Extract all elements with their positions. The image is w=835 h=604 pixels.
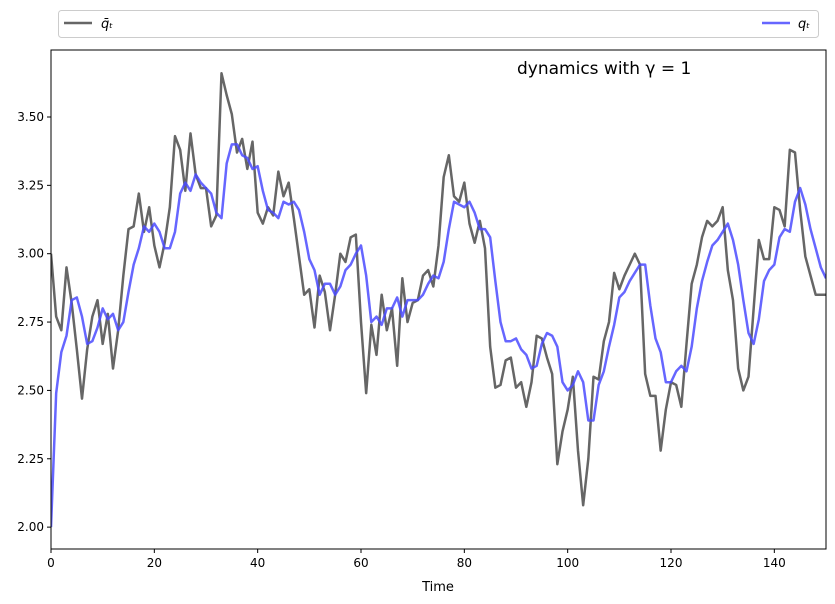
legend-frame	[58, 10, 819, 38]
y-axis-ticks: 2.00 2.25 2.50 2.75 3.00 3.25 3.50	[17, 110, 51, 534]
x-tick-label: 100	[556, 556, 579, 570]
series-line-qbar	[51, 71, 826, 507]
y-tick-label: 2.00	[17, 520, 44, 534]
y-tick-label: 3.00	[17, 247, 44, 261]
legend-label-qbar: q̄ₜ	[101, 17, 113, 32]
x-tick-label: 60	[353, 556, 368, 570]
x-tick-label: 40	[250, 556, 265, 570]
x-tick-label: 120	[660, 556, 683, 570]
x-tick-label: 140	[763, 556, 786, 570]
y-tick-label: 3.50	[17, 110, 44, 124]
plot-area	[50, 49, 827, 550]
x-axis-label: Time	[421, 580, 454, 595]
x-axis-ticks: 0 20 40 60 80 100 120 140	[47, 549, 786, 570]
chart-title: dynamics with γ = 1	[517, 59, 691, 79]
plot-frame	[50, 49, 827, 550]
x-tick-label: 0	[47, 556, 55, 570]
y-tick-label: 2.75	[17, 315, 44, 329]
legend: q̄ₜ qₜ	[58, 10, 819, 38]
series-line-q	[51, 143, 826, 528]
x-tick-label: 20	[147, 556, 162, 570]
legend-label-q: qₜ	[798, 17, 810, 32]
y-tick-label: 2.50	[17, 383, 44, 397]
y-tick-label: 2.25	[17, 452, 44, 466]
y-tick-label: 3.25	[17, 178, 44, 192]
x-tick-label: 80	[457, 556, 472, 570]
